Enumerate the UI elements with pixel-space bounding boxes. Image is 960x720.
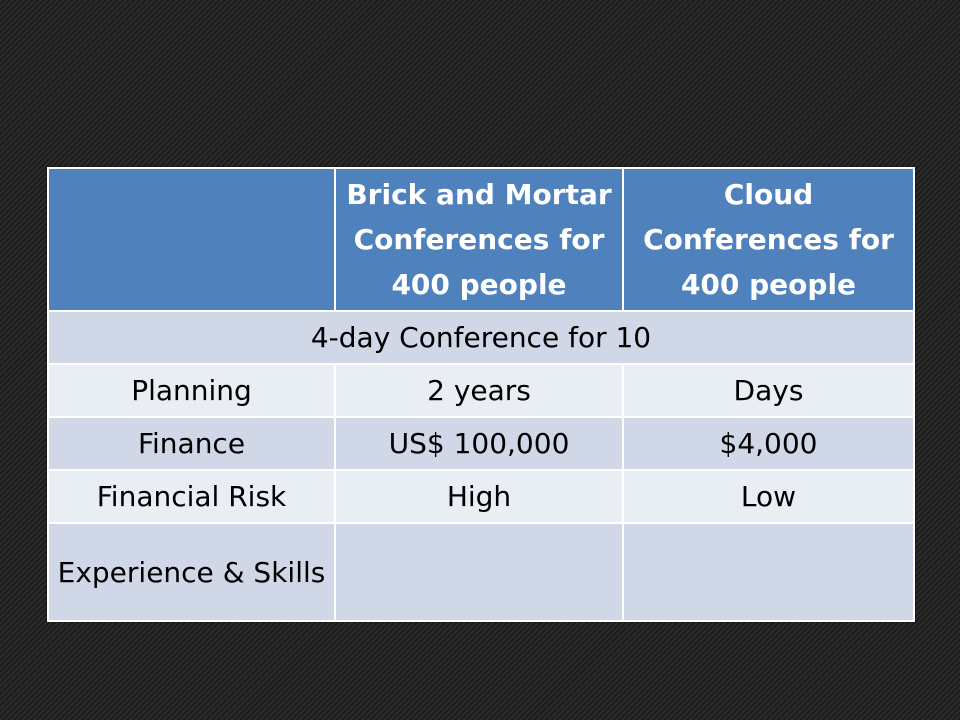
header-row: Brick and Mortar Conferences for 400 peo… (47, 167, 915, 312)
brick-value (334, 522, 624, 622)
brick-value: 2 years (334, 363, 624, 418)
header-cell-brick-and-mortar: Brick and Mortar Conferences for 400 peo… (334, 167, 624, 312)
row-label: Experience & Skills (47, 522, 336, 622)
table-row: Experience & Skills (47, 522, 915, 622)
brick-value: High (334, 469, 624, 524)
section-row: 4-day Conference for 10 (47, 310, 915, 365)
header-cell-empty (47, 167, 336, 312)
row-label: Finance (47, 416, 336, 471)
header-cell-cloud: Cloud Conferences for 400 people (622, 167, 915, 312)
table-row: Finance US$ 100,000 $4,000 (47, 416, 915, 471)
cloud-value: Days (622, 363, 915, 418)
row-label: Planning (47, 363, 336, 418)
comparison-table: Brick and Mortar Conferences for 400 peo… (47, 167, 915, 622)
brick-value: US$ 100,000 (334, 416, 624, 471)
table-row: Financial Risk High Low (47, 469, 915, 524)
cloud-value: $4,000 (622, 416, 915, 471)
cloud-value (622, 522, 915, 622)
row-label: Financial Risk (47, 469, 336, 524)
cloud-value: Low (622, 469, 915, 524)
table-row: Planning 2 years Days (47, 363, 915, 418)
section-title: 4-day Conference for 10 (47, 310, 915, 365)
